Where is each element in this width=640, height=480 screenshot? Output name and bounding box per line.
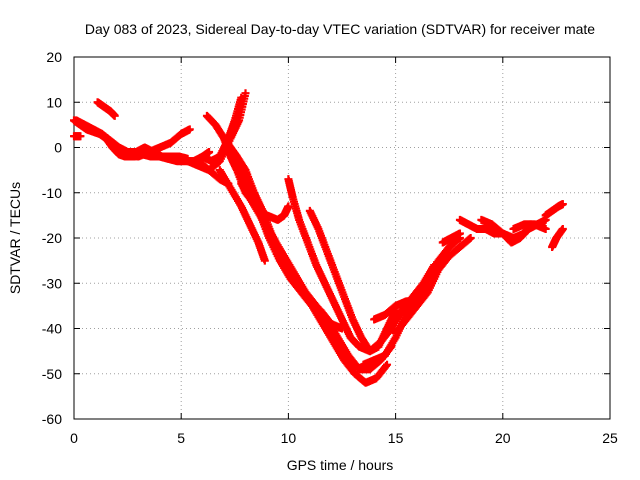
data-point: [260, 256, 269, 265]
y-tick-label: -20: [42, 230, 62, 246]
data-point: [224, 179, 233, 188]
series-arc-late-u: [509, 220, 550, 233]
series-arc-early-c: [112, 125, 194, 161]
series-arc-drop-o: [194, 157, 233, 188]
data-point: [205, 148, 214, 157]
x-axis-label: GPS time / hours: [287, 457, 394, 473]
data-point: [241, 89, 250, 98]
series-arc-late-x: [438, 229, 464, 247]
data-points: [70, 89, 567, 387]
data-point: [423, 279, 432, 288]
series-arc-recover-r: [370, 279, 432, 324]
chart-title: Day 083 of 2023, Sidereal Day-to-day VTE…: [85, 21, 595, 37]
series-arc-drop-k: [237, 179, 396, 374]
y-tick-label: -40: [42, 321, 62, 337]
y-tick-label: 10: [46, 94, 62, 110]
data-point: [76, 132, 85, 141]
series-arc-drop-l: [284, 175, 439, 356]
axis-ticks: 0 5 10 15 20 25 -60 -50 -40 -30 -20 -10 0 10 20: [42, 49, 618, 446]
series-arc-drop-m: [305, 206, 400, 356]
x-tick-label: 5: [177, 430, 185, 446]
x-tick-label: 0: [70, 430, 78, 446]
y-tick-label: -60: [42, 411, 62, 427]
x-tick-label: 25: [602, 430, 618, 446]
series-arc-late-w: [548, 224, 567, 252]
x-tick-label: 15: [388, 430, 404, 446]
data-point: [110, 111, 119, 120]
data-point: [466, 234, 475, 242]
data-point: [455, 229, 464, 238]
data-point: [383, 360, 392, 369]
series-arc-late-v: [541, 200, 567, 220]
y-axis-label: SDTVAR / TECUs: [7, 182, 23, 294]
data-point: [558, 200, 567, 209]
y-tick-label: 20: [46, 49, 62, 65]
series-arc-short-e: [70, 132, 85, 141]
y-tick-label: 0: [54, 140, 62, 156]
x-tick-label: 20: [495, 430, 511, 446]
y-tick-label: -30: [42, 275, 62, 291]
series-arc-short-d: [93, 98, 119, 120]
data-point: [284, 202, 293, 211]
data-point: [185, 125, 194, 134]
data-point: [558, 224, 567, 233]
y-tick-label: -10: [42, 185, 62, 201]
data-point: [541, 224, 550, 233]
x-tick-label: 10: [281, 430, 297, 446]
series-arc-early-drop-n: [215, 166, 269, 265]
y-tick-label: -50: [42, 366, 62, 382]
